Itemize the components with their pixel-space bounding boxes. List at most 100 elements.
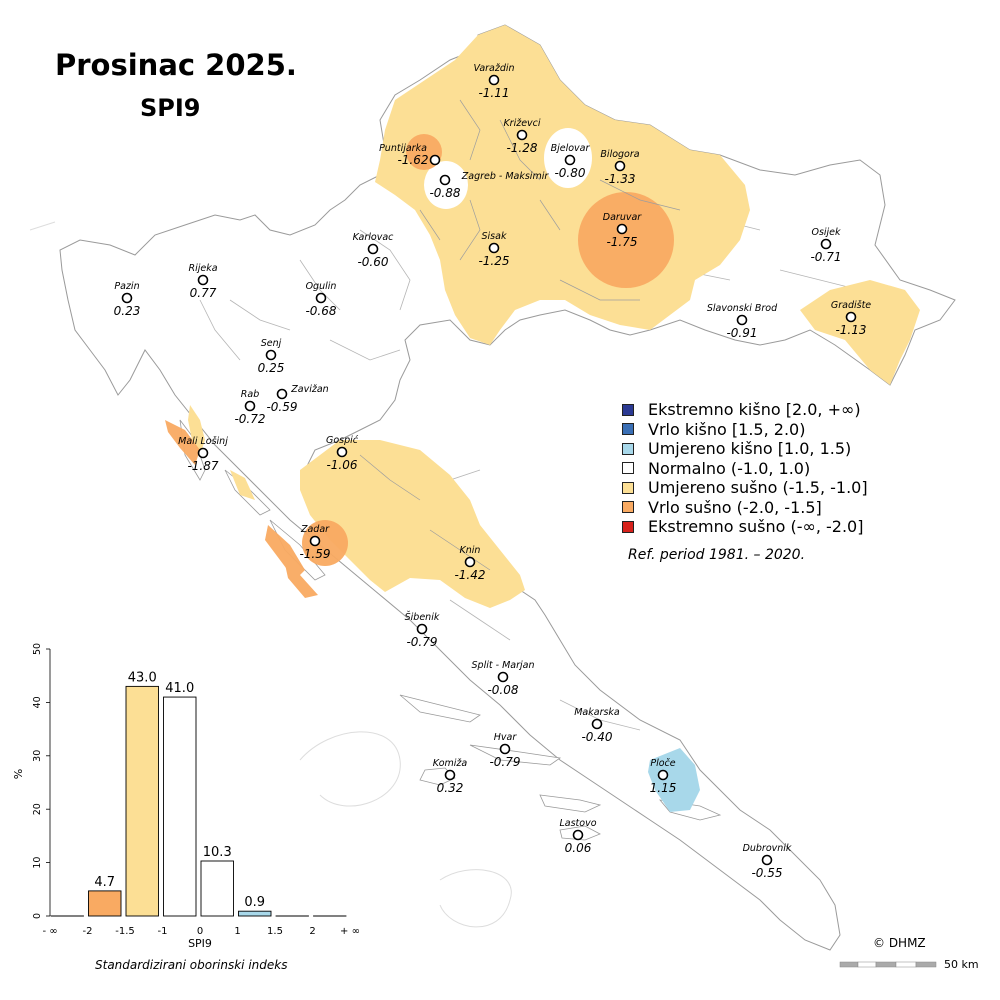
station-value: 0.23 — [114, 304, 141, 318]
station-point — [309, 535, 321, 547]
reference-period: Ref. period 1981. – 2020. — [628, 547, 806, 563]
station-marker: Varaždin -1.11 — [473, 63, 514, 100]
station-value: -1.13 — [835, 323, 866, 337]
station-marker: Zavižan -0.59 — [266, 384, 328, 414]
station-marker: Split - Marjan -0.08 — [472, 660, 535, 697]
station-name: Šibenik — [405, 611, 440, 623]
station-value: -1.25 — [478, 254, 509, 268]
x-tick-label: -1 — [158, 926, 168, 937]
station-name: Split - Marjan — [472, 660, 535, 671]
station-marker: Makarska -0.40 — [574, 707, 620, 744]
station-marker: Zagreb - Maksimir-0.88 — [429, 171, 549, 200]
station-value: -0.40 — [581, 730, 612, 744]
station-value: -1.75 — [606, 235, 637, 249]
station-point — [499, 743, 511, 755]
histogram-bar — [88, 890, 122, 917]
station-value: 0.06 — [565, 841, 592, 855]
x-tick-label: 0 — [197, 926, 203, 937]
legend-swatch — [622, 501, 634, 514]
y-tick-label: 40 — [32, 696, 43, 708]
histogram-bar — [238, 910, 272, 917]
station-marker: Rijeka 0.77 — [188, 263, 217, 300]
legend-label: Vrlo kišno [1.5, 2.0) — [648, 419, 806, 439]
station-point — [367, 243, 379, 255]
station-name: Komiža — [433, 758, 468, 769]
station-marker: Karlovac -0.60 — [353, 232, 395, 269]
legend-item: Umjereno kišno [1.0, 1.5) — [622, 439, 868, 459]
map-subtitle: SPI9 — [140, 94, 201, 122]
croatia-map — [29, 24, 956, 951]
station-value: 0.32 — [437, 781, 464, 795]
station-marker: Daruvar -1.75 — [603, 212, 643, 249]
station-marker: Bjelovar -0.80 — [551, 143, 591, 180]
histogram-bar — [163, 696, 197, 917]
chart-caption: Standardizirani oborinski indeks — [95, 958, 288, 972]
station-name: Rab — [241, 389, 259, 400]
station-value: -0.59 — [266, 400, 297, 414]
map-title: Prosinac 2025. — [55, 48, 297, 82]
station-point — [439, 174, 451, 186]
copyright-text: © DHMZ — [873, 936, 926, 950]
station-value: -0.79 — [406, 635, 437, 649]
station-name: Sisak — [482, 231, 507, 242]
station-point — [429, 154, 441, 166]
station-point — [761, 854, 773, 866]
station-name: Gospić — [326, 435, 359, 446]
legend-item: Ekstremno sušno (-∞, -2.0] — [622, 517, 868, 537]
station-name: Osijek — [811, 227, 841, 238]
station-name: Zadar — [300, 524, 330, 535]
station-name: Hvar — [494, 732, 518, 743]
station-name: Dubrovnik — [743, 843, 792, 854]
station-point — [657, 769, 669, 781]
station-marker: Slavonski Brod -0.91 — [707, 303, 778, 340]
station-marker: Gospić -1.06 — [326, 435, 359, 472]
station-value: -1.87 — [187, 459, 218, 473]
station-value: -0.68 — [305, 304, 336, 318]
histogram-bar — [200, 860, 234, 917]
legend-label: Ekstremno kišno [2.0, +∞) — [648, 400, 861, 420]
station-point — [244, 400, 256, 412]
spi-fill-very-dry — [165, 134, 674, 598]
station-marker: Osijek -0.71 — [810, 227, 841, 264]
station-point — [315, 292, 327, 304]
station-value: -0.08 — [487, 683, 518, 697]
x-tick-label: -1.5 — [115, 926, 135, 937]
station-name: Pazin — [114, 281, 139, 292]
station-marker: Puntijarka-1.62 — [379, 143, 441, 167]
legend-item: Vrlo kišno [1.5, 2.0) — [622, 420, 868, 440]
station-point — [197, 447, 209, 459]
station-point — [197, 274, 209, 286]
station-marker: Mali Lošinj -1.87 — [178, 436, 228, 473]
station-value: 0.25 — [258, 361, 285, 375]
y-tick-label: 10 — [32, 857, 43, 869]
station-name: Križevci — [503, 118, 540, 129]
legend-swatch — [622, 520, 634, 533]
station-point — [591, 718, 603, 730]
station-name: Lastovo — [559, 818, 596, 829]
station-marker: Hvar -0.79 — [489, 732, 520, 769]
legend-swatch — [622, 462, 634, 475]
station-point — [616, 223, 628, 235]
station-value: 1.15 — [650, 781, 677, 795]
station-marker: Lastovo 0.06 — [559, 818, 596, 855]
y-tick-label: 50 — [32, 643, 43, 655]
station-point — [564, 154, 576, 166]
station-point — [121, 292, 133, 304]
scale-bar — [839, 961, 937, 968]
station-marker: Komiža 0.32 — [433, 758, 468, 795]
station-name: Ogulin — [306, 281, 337, 292]
station-value: -0.88 — [429, 186, 460, 200]
station-point — [497, 671, 509, 683]
histogram-bar — [125, 685, 159, 917]
station-name: Daruvar — [603, 212, 643, 223]
station-value: -1.33 — [604, 172, 635, 186]
station-point — [572, 829, 584, 841]
station-name: Rijeka — [188, 263, 217, 274]
x-tick-label: + ∞ — [340, 926, 360, 937]
station-name: Slavonski Brod — [707, 303, 778, 314]
station-point — [276, 388, 288, 400]
station-value: -1.62 — [397, 153, 428, 167]
legend-label: Umjereno sušno (-1.5, -1.0] — [648, 478, 868, 498]
